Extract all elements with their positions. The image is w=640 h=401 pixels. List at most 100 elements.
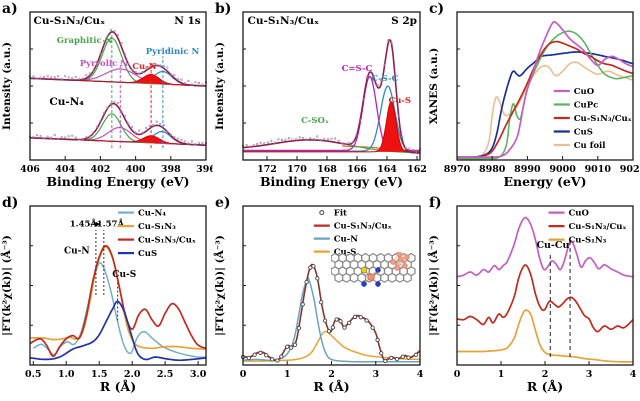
svg-text:2.5: 2.5 (157, 369, 174, 380)
svg-text:Cu-S₁N₃: Cu-S₁N₃ (569, 236, 607, 246)
svg-text:Cu-S₁N₃/Cuₓ: Cu-S₁N₃/Cuₓ (569, 222, 627, 232)
svg-text:Pyrrolic N: Pyrrolic N (80, 59, 129, 69)
svg-text:164: 164 (377, 164, 397, 175)
svg-text:166: 166 (347, 164, 367, 175)
svg-text:CuPc: CuPc (574, 101, 599, 111)
svg-text:R (Å): R (Å) (313, 379, 349, 394)
svg-text:0: 0 (240, 369, 247, 380)
svg-text:402: 402 (90, 164, 110, 175)
panel-letter-c: c) (429, 1, 445, 17)
svg-text:Cu-Cu: Cu-Cu (536, 240, 569, 251)
svg-text:Cu-N: Cu-N (132, 62, 156, 72)
svg-text:3: 3 (586, 369, 593, 380)
svg-text:404: 404 (55, 164, 75, 175)
svg-text:4: 4 (417, 369, 424, 380)
svg-text:Graphitic N: Graphitic N (57, 36, 113, 46)
svg-text:Binding Energy (eV): Binding Energy (eV) (46, 174, 189, 189)
svg-text:R (Å): R (Å) (100, 379, 136, 394)
panel-letter-a: a) (2, 1, 18, 17)
panel-letter-d: d) (2, 195, 19, 211)
svg-text:Cu-N: Cu-N (334, 235, 358, 245)
svg-text:4: 4 (630, 369, 637, 380)
panel-c-chart: 8970 8980 8990 9000 9010 9020 Energy (eV) XANES… (428, 11, 640, 189)
panel-b-chart: 172 170 168 166 164 162 Binding Energy (eV) Int… (214, 11, 427, 189)
svg-text:1: 1 (498, 369, 505, 380)
panel-d-chart: 0.5 1.0 1.5 2.0 2.5 3.0 R (Å) |FT(k²χ(k))| (Å⁻³… (0, 205, 207, 394)
svg-text:Cu-S₁N₃/Cuₓ: Cu-S₁N₃/Cuₓ (334, 222, 392, 232)
svg-text:170: 170 (287, 164, 307, 175)
panel-letter-b: b) (215, 1, 232, 17)
svg-text:CuO: CuO (574, 87, 595, 97)
svg-text:Cu-S: Cu-S (334, 248, 357, 258)
svg-text:Pyridinic N: Pyridinic N (146, 47, 200, 57)
panel-e-chart: 0 1 2 3 4 R (Å) |FT(k²χ(k))| (Å⁻³) Fit Cu-S₁N₃/C… (213, 205, 424, 394)
svg-text:9000: 9000 (549, 164, 576, 175)
svg-text:3: 3 (372, 369, 379, 380)
svg-text:Cu-N₄: Cu-N₄ (49, 96, 84, 108)
svg-text:0.5: 0.5 (25, 369, 42, 380)
svg-text:3.0: 3.0 (190, 369, 207, 380)
svg-text:Cu-S₁N₃/Cuₓ: Cu-S₁N₃/Cuₓ (574, 114, 632, 124)
svg-text:Energy (eV): Energy (eV) (504, 174, 587, 189)
svg-text:Intensity (a.u.): Intensity (a.u.) (1, 42, 13, 130)
svg-text:|FT(k²χ(k))| (Å⁻³): |FT(k²χ(k))| (Å⁻³) (0, 235, 13, 336)
molecular-structure-inset (331, 252, 416, 287)
svg-text:1.0: 1.0 (58, 369, 75, 380)
svg-text:406: 406 (20, 164, 40, 175)
panel-c: c) 8970 8980 8990 9000 9010 9020 Energy (eV) XA… (427, 0, 640, 194)
svg-text:|FT(k²χ(k))| (Å⁻³): |FT(k²χ(k))| (Å⁻³) (427, 235, 440, 336)
svg-text:8970: 8970 (444, 164, 471, 175)
svg-text:CuO: CuO (569, 209, 590, 219)
svg-text:C-SOₓ: C-SOₓ (301, 116, 329, 126)
svg-text:1.45Å: 1.45Å (70, 218, 98, 230)
svg-text:8990: 8990 (514, 164, 541, 175)
svg-text:Cu-S: Cu-S (388, 96, 411, 106)
svg-text:1.57Å: 1.57Å (97, 218, 125, 230)
svg-text:398: 398 (161, 164, 181, 175)
svg-text:XANES (a.u.): XANES (a.u.) (428, 48, 440, 124)
svg-text:Cu-S₁N₃/Cuₓ: Cu-S₁N₃/Cuₓ (34, 15, 106, 27)
svg-text:400: 400 (126, 164, 146, 175)
svg-text:C-S-C: C-S-C (371, 74, 398, 84)
svg-text:Intensity (a.u.): Intensity (a.u.) (214, 42, 226, 130)
svg-text:R (Å): R (Å) (527, 379, 563, 394)
svg-text:Fit: Fit (334, 209, 347, 219)
panel-b: b) 172 170 168 166 164 162 Binding Energy (eV)… (213, 0, 427, 194)
svg-text:Binding Energy (eV): Binding Energy (eV) (260, 174, 403, 189)
svg-text:2: 2 (328, 369, 335, 380)
svg-text:Cu-S₁N₃: Cu-S₁N₃ (138, 222, 176, 232)
svg-text:Cu-S₁N₃/Cuₓ: Cu-S₁N₃/Cuₓ (138, 236, 196, 246)
svg-text:C=S-C: C=S-C (342, 64, 373, 74)
svg-text:9010: 9010 (585, 164, 612, 175)
panel-letter-e: e) (215, 195, 231, 211)
svg-text:Cu-N: Cu-N (64, 247, 90, 257)
panel-f: f) 0 1 2 3 4 R (Å) |FT(k²χ(k))| (Å⁻³) Cu-Cu CuO C… (427, 194, 640, 401)
svg-text:0: 0 (454, 369, 461, 380)
svg-text:168: 168 (317, 164, 337, 175)
panel-f-chart: 0 1 2 3 4 R (Å) |FT(k²χ(k))| (Å⁻³) Cu-Cu CuO Cu-S… (427, 205, 637, 394)
svg-text:Cu-N₄: Cu-N₄ (138, 209, 166, 219)
svg-text:9020: 9020 (620, 164, 640, 175)
svg-text:CuS: CuS (138, 249, 157, 259)
panel-a: a) 406 404 402 400 398 396 Binding Energy (eV)… (0, 0, 213, 194)
svg-text:Cu-S: Cu-S (112, 270, 136, 280)
svg-text:N 1s: N 1s (174, 15, 201, 27)
panel-e: e) 0 1 2 3 4 R (Å) |FT(k²χ(k))| (Å⁻³) Fit Cu-S₁N… (213, 194, 427, 401)
svg-text:S 2p: S 2p (391, 15, 417, 27)
svg-text:Cu-S₁N₃/Cuₓ: Cu-S₁N₃/Cuₓ (248, 15, 320, 27)
svg-text:8980: 8980 (479, 164, 506, 175)
svg-text:2.0: 2.0 (124, 369, 141, 380)
panel-letter-f: f) (429, 195, 442, 211)
svg-text:2: 2 (542, 369, 549, 380)
svg-text:Cu foil: Cu foil (574, 141, 606, 151)
panel-d: d) 0.5 1.0 1.5 2.0 2.5 3.0 R (Å) |FT(k²χ(k))| (… (0, 194, 213, 401)
svg-text:1: 1 (284, 369, 291, 380)
svg-text:CuS: CuS (574, 128, 593, 138)
svg-text:|FT(k²χ(k))| (Å⁻³): |FT(k²χ(k))| (Å⁻³) (213, 235, 226, 336)
svg-text:162: 162 (407, 164, 427, 175)
svg-text:396: 396 (196, 164, 213, 175)
svg-text:1.5: 1.5 (91, 369, 108, 380)
panel-a-chart: 406 404 402 400 398 396 Binding Energy (eV) Int… (1, 11, 213, 189)
